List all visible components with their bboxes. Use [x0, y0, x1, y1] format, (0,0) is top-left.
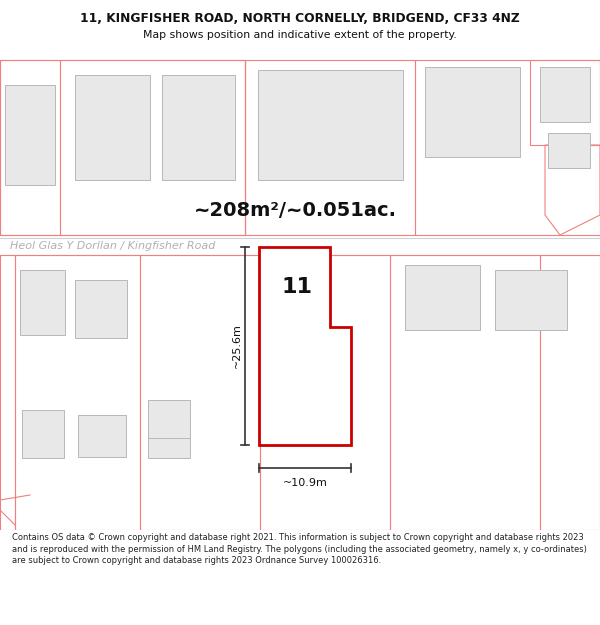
- Bar: [258, 70, 403, 180]
- Text: ~25.6m: ~25.6m: [232, 324, 242, 368]
- Text: Contains OS data © Crown copyright and database right 2021. This information is : Contains OS data © Crown copyright and d…: [12, 533, 587, 566]
- Bar: [75, 75, 150, 180]
- Bar: [548, 133, 590, 168]
- Bar: [162, 75, 235, 180]
- Bar: [148, 400, 190, 438]
- Bar: [22, 410, 64, 458]
- Bar: [540, 67, 590, 122]
- Bar: [75, 280, 127, 338]
- Bar: [405, 265, 480, 330]
- Bar: [425, 67, 520, 157]
- Bar: [78, 415, 126, 457]
- Text: Heol Glas Y Dorllan / Kingfisher Road: Heol Glas Y Dorllan / Kingfisher Road: [10, 241, 215, 251]
- Bar: [148, 420, 190, 458]
- Bar: [495, 270, 567, 330]
- Bar: [20, 270, 65, 335]
- Text: 11, KINGFISHER ROAD, NORTH CORNELLY, BRIDGEND, CF33 4NZ: 11, KINGFISHER ROAD, NORTH CORNELLY, BRI…: [80, 12, 520, 25]
- Polygon shape: [259, 247, 351, 445]
- Text: ~208m²/~0.051ac.: ~208m²/~0.051ac.: [193, 201, 397, 219]
- Text: 11: 11: [282, 277, 313, 297]
- Text: Map shows position and indicative extent of the property.: Map shows position and indicative extent…: [143, 29, 457, 39]
- Bar: [5, 85, 55, 185]
- Text: ~10.9m: ~10.9m: [283, 478, 328, 488]
